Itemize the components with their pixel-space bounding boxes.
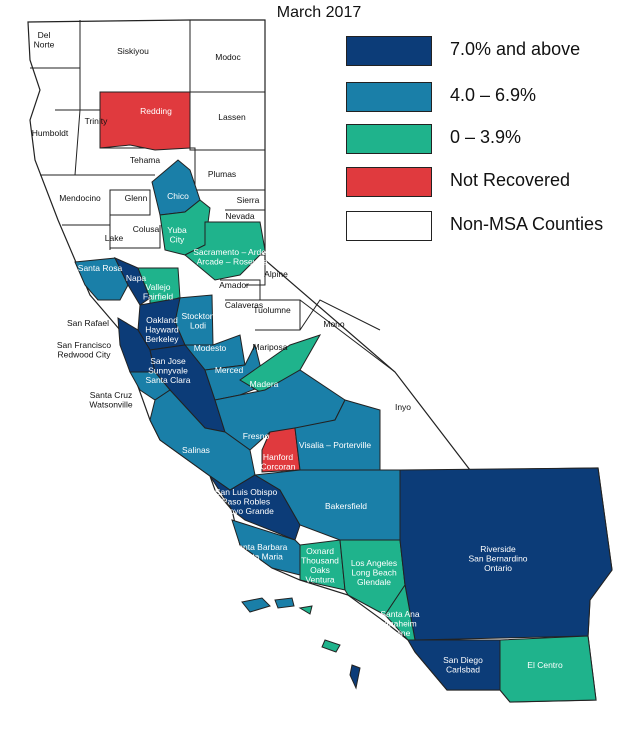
label-vallejo: Vallejo Fairfield: [143, 282, 174, 302]
label-madera: Madera: [250, 379, 279, 389]
region-island-2: [274, 597, 295, 609]
map-title: March 2017: [276, 4, 362, 21]
label-yuba: Yuba City: [167, 225, 187, 245]
label-sierra: Sierra: [237, 195, 260, 205]
label-alpine: Alpine: [264, 269, 288, 279]
label-santa-ana: Santa Ana Anaheim Irvine: [380, 609, 420, 638]
label-mono: Mono: [323, 319, 345, 329]
region-napa: [113, 257, 151, 306]
legend-label-not-recovered: Not Recovered: [450, 170, 571, 190]
label-modoc: Modoc: [215, 52, 241, 62]
label-hanford: Hanford Corcoran: [261, 452, 296, 472]
legend-swatch-0-3: [346, 124, 432, 154]
label-santa-barbara: Santa Barbara Santa Maria: [233, 542, 288, 562]
region-san-diego: [407, 639, 501, 691]
label-amador: Amador: [219, 280, 249, 290]
label-santa-cruz: Santa Cruz Watsonville: [89, 390, 132, 410]
label-lassen: Lassen: [218, 112, 246, 122]
label-redding: Redding: [140, 106, 172, 116]
region-hanford: [261, 427, 301, 473]
label-visalia: Visalia – Porterville: [299, 440, 371, 450]
legend-label-0-3: 0 – 3.9%: [450, 127, 522, 147]
county-labels: Del Norte Siskiyou Modoc Redding Lassen H…: [32, 30, 563, 675]
label-humboldt: Humboldt: [32, 128, 69, 138]
label-el-centro: El Centro: [527, 660, 563, 670]
label-los-angeles: Los Angeles Long Beach Glendale: [351, 558, 397, 587]
label-colusa: Colusa: [133, 224, 160, 234]
label-modesto: Modesto: [194, 343, 227, 353]
label-plumas: Plumas: [208, 169, 236, 179]
label-tehama: Tehama: [130, 155, 161, 165]
region-el-centro: [499, 635, 597, 703]
label-inyo: Inyo: [395, 402, 411, 412]
label-bakersfield: Bakersfield: [325, 501, 367, 511]
label-oakland: Oakland Hayward Berkeley: [145, 315, 179, 344]
label-sacramento: Sacramento – Arden Arcade – Roseville: [193, 247, 271, 267]
label-siskiyou: Siskiyou: [117, 46, 149, 56]
label-santa-rosa: Santa Rosa: [78, 263, 123, 273]
label-san-jose: San Jose Sunnyvale Santa Clara: [146, 356, 191, 385]
label-san-rafael: San Rafael: [67, 318, 109, 328]
legend-label-7-plus: 7.0% and above: [450, 39, 581, 59]
legend-swatch-non-msa: [346, 211, 432, 241]
legend-label-4-6: 4.0 – 6.9%: [450, 85, 537, 105]
region-island-5: [349, 664, 361, 690]
label-oxnard: Oxnard Thousand Oaks Ventura: [301, 546, 339, 585]
label-slo: San Luis Obispo Paso Robles Arroyo Grande: [215, 487, 278, 516]
label-napa: Napa: [126, 273, 147, 283]
region-island-1: [241, 597, 271, 613]
label-tuolumne: Tuolumne: [253, 305, 291, 315]
label-calaveras: Calaveras: [225, 300, 263, 310]
legend-swatch-4-6: [346, 82, 432, 112]
legend-swatch-not-recovered: [346, 167, 432, 197]
legend-label-non-msa: Non-MSA Counties: [450, 214, 604, 234]
region-island-3: [298, 605, 313, 615]
label-trinity: Trinity: [85, 116, 109, 126]
label-san-francisco: San Francisco Redwood City: [57, 340, 112, 360]
label-stockton: Stockton Lodi: [181, 311, 214, 331]
label-nevada: Nevada: [225, 211, 255, 221]
label-san-diego: San Diego Carlsbad: [443, 655, 483, 675]
label-mendocino: Mendocino: [59, 193, 101, 203]
label-lake: Lake: [105, 233, 124, 243]
legend-swatch-7-plus: [346, 36, 432, 66]
label-glenn: Glenn: [125, 193, 148, 203]
msa-regions: [74, 91, 613, 703]
label-fresno: Fresno: [243, 431, 270, 441]
label-del-norte: Del Norte: [34, 30, 55, 50]
label-merced: Merced: [215, 365, 244, 375]
label-chico: Chico: [167, 191, 189, 201]
region-sacramento: [184, 221, 266, 281]
region-redding: [99, 91, 191, 151]
label-salinas: Salinas: [182, 445, 210, 455]
label-mariposa: Mariposa: [253, 342, 288, 352]
region-island-4: [321, 639, 341, 653]
label-riverside: Riverside San Bernardino Ontario: [468, 544, 527, 573]
